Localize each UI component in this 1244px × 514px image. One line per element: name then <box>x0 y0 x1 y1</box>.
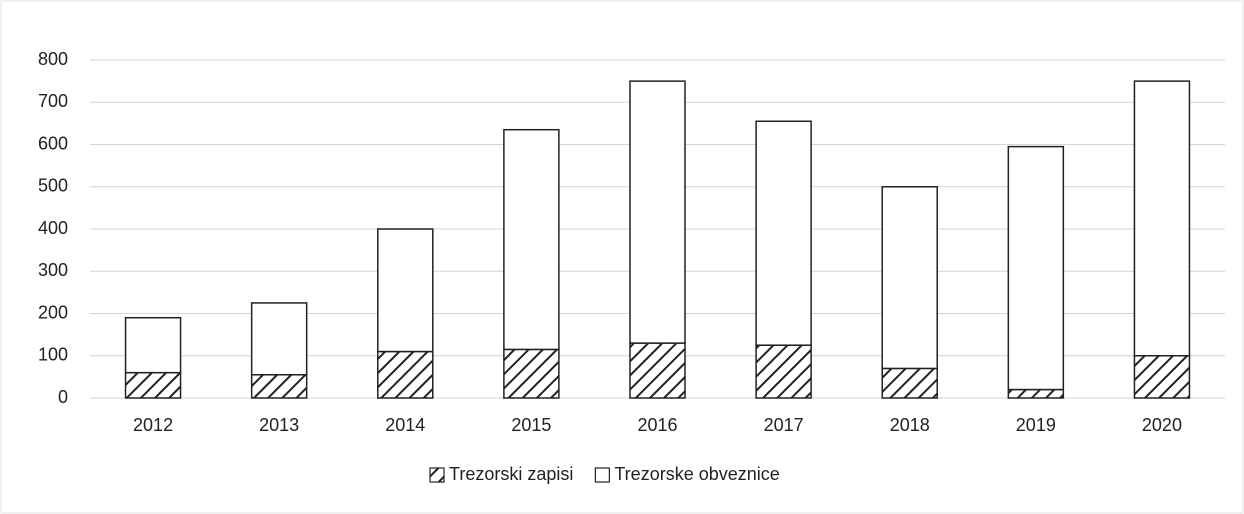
x-tick-label: 2013 <box>259 415 299 435</box>
bar-segment <box>755 344 812 399</box>
bar-segment <box>1133 80 1191 357</box>
bar-segment <box>124 371 182 399</box>
y-tick-label: 200 <box>38 302 68 322</box>
bar-segment <box>755 120 812 346</box>
bar-segment <box>881 186 938 370</box>
bar-segment <box>881 367 938 399</box>
y-tick-label: 0 <box>58 387 68 407</box>
bar-segment <box>250 302 308 376</box>
y-tick-label: 100 <box>38 345 68 365</box>
bar-segment <box>1133 355 1191 399</box>
bar-segment <box>629 342 686 399</box>
bar-segment <box>629 80 686 344</box>
x-tick-label: 2017 <box>764 415 804 435</box>
legend-label: Trezorski zapisi <box>449 464 573 484</box>
bar-segment <box>1007 145 1065 391</box>
bar-segment <box>1007 388 1065 399</box>
x-tick-label: 2019 <box>1016 415 1056 435</box>
y-tick-label: 500 <box>38 176 68 196</box>
y-tick-label: 400 <box>38 218 68 238</box>
x-tick-label: 2018 <box>890 415 930 435</box>
y-tick-label: 800 <box>38 49 68 69</box>
bar-segment <box>124 316 182 374</box>
bar-segment <box>377 228 434 353</box>
bar-segment <box>377 350 434 399</box>
x-tick-label: 2014 <box>385 415 425 435</box>
legend-swatch <box>429 467 445 483</box>
x-tick-label: 2016 <box>637 415 677 435</box>
bar-segment <box>503 348 560 399</box>
bar-segment <box>250 374 308 399</box>
legend-swatch <box>594 467 610 483</box>
legend-label: Trezorske obveznice <box>614 464 779 484</box>
y-tick-label: 700 <box>38 91 68 111</box>
x-tick-label: 2020 <box>1142 415 1182 435</box>
bar-segment <box>503 128 560 351</box>
y-tick-label: 600 <box>38 133 68 153</box>
x-tick-label: 2015 <box>511 415 551 435</box>
x-tick-label: 2012 <box>133 415 173 435</box>
y-tick-label: 300 <box>38 260 68 280</box>
